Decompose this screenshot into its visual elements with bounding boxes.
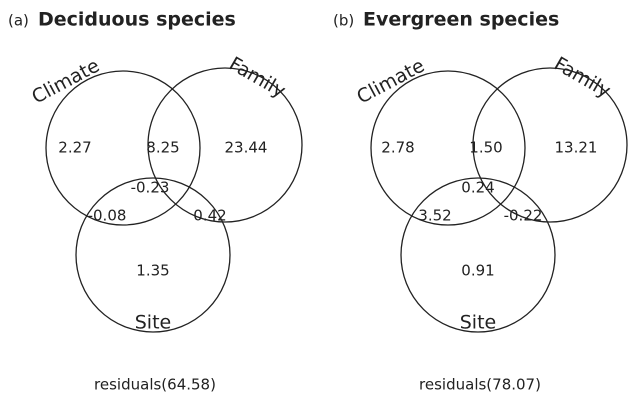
set-circle (147, 67, 303, 223)
panel-tag: (b) (333, 12, 354, 30)
panel-title: Evergreen species (363, 9, 559, 31)
set-label: Family (550, 53, 614, 103)
region-value: -0.08 (88, 207, 127, 225)
set-circle (400, 177, 556, 333)
region-value: 23.44 (225, 139, 268, 157)
set-label: Climate (28, 55, 103, 109)
panel-title: Deciduous species (38, 9, 236, 31)
set-label: Site (135, 312, 171, 334)
set-circle (45, 70, 201, 226)
set-circle (370, 70, 526, 226)
panel-tag: (a) (8, 12, 29, 30)
set-label: Climate (353, 55, 428, 109)
region-value: 2.27 (58, 139, 91, 157)
region-value: 0.91 (461, 262, 494, 280)
region-value: 1.35 (136, 262, 169, 280)
set-circle (472, 67, 628, 223)
set-label: Family (225, 53, 289, 103)
region-value: 0.42 (193, 207, 226, 225)
region-value: 13.21 (555, 139, 598, 157)
region-value: 8.25 (146, 139, 179, 157)
residuals: residuals(78.07) (419, 376, 541, 394)
region-value: 2.78 (381, 139, 414, 157)
region-value: -0.22 (504, 207, 543, 225)
set-label: Site (460, 312, 496, 334)
residuals: residuals(64.58) (94, 376, 216, 394)
region-value: 1.50 (469, 139, 502, 157)
region-value: 0.24 (461, 179, 494, 197)
region-value: 3.52 (418, 207, 451, 225)
region-value: -0.23 (131, 179, 170, 197)
set-circle (75, 177, 231, 333)
